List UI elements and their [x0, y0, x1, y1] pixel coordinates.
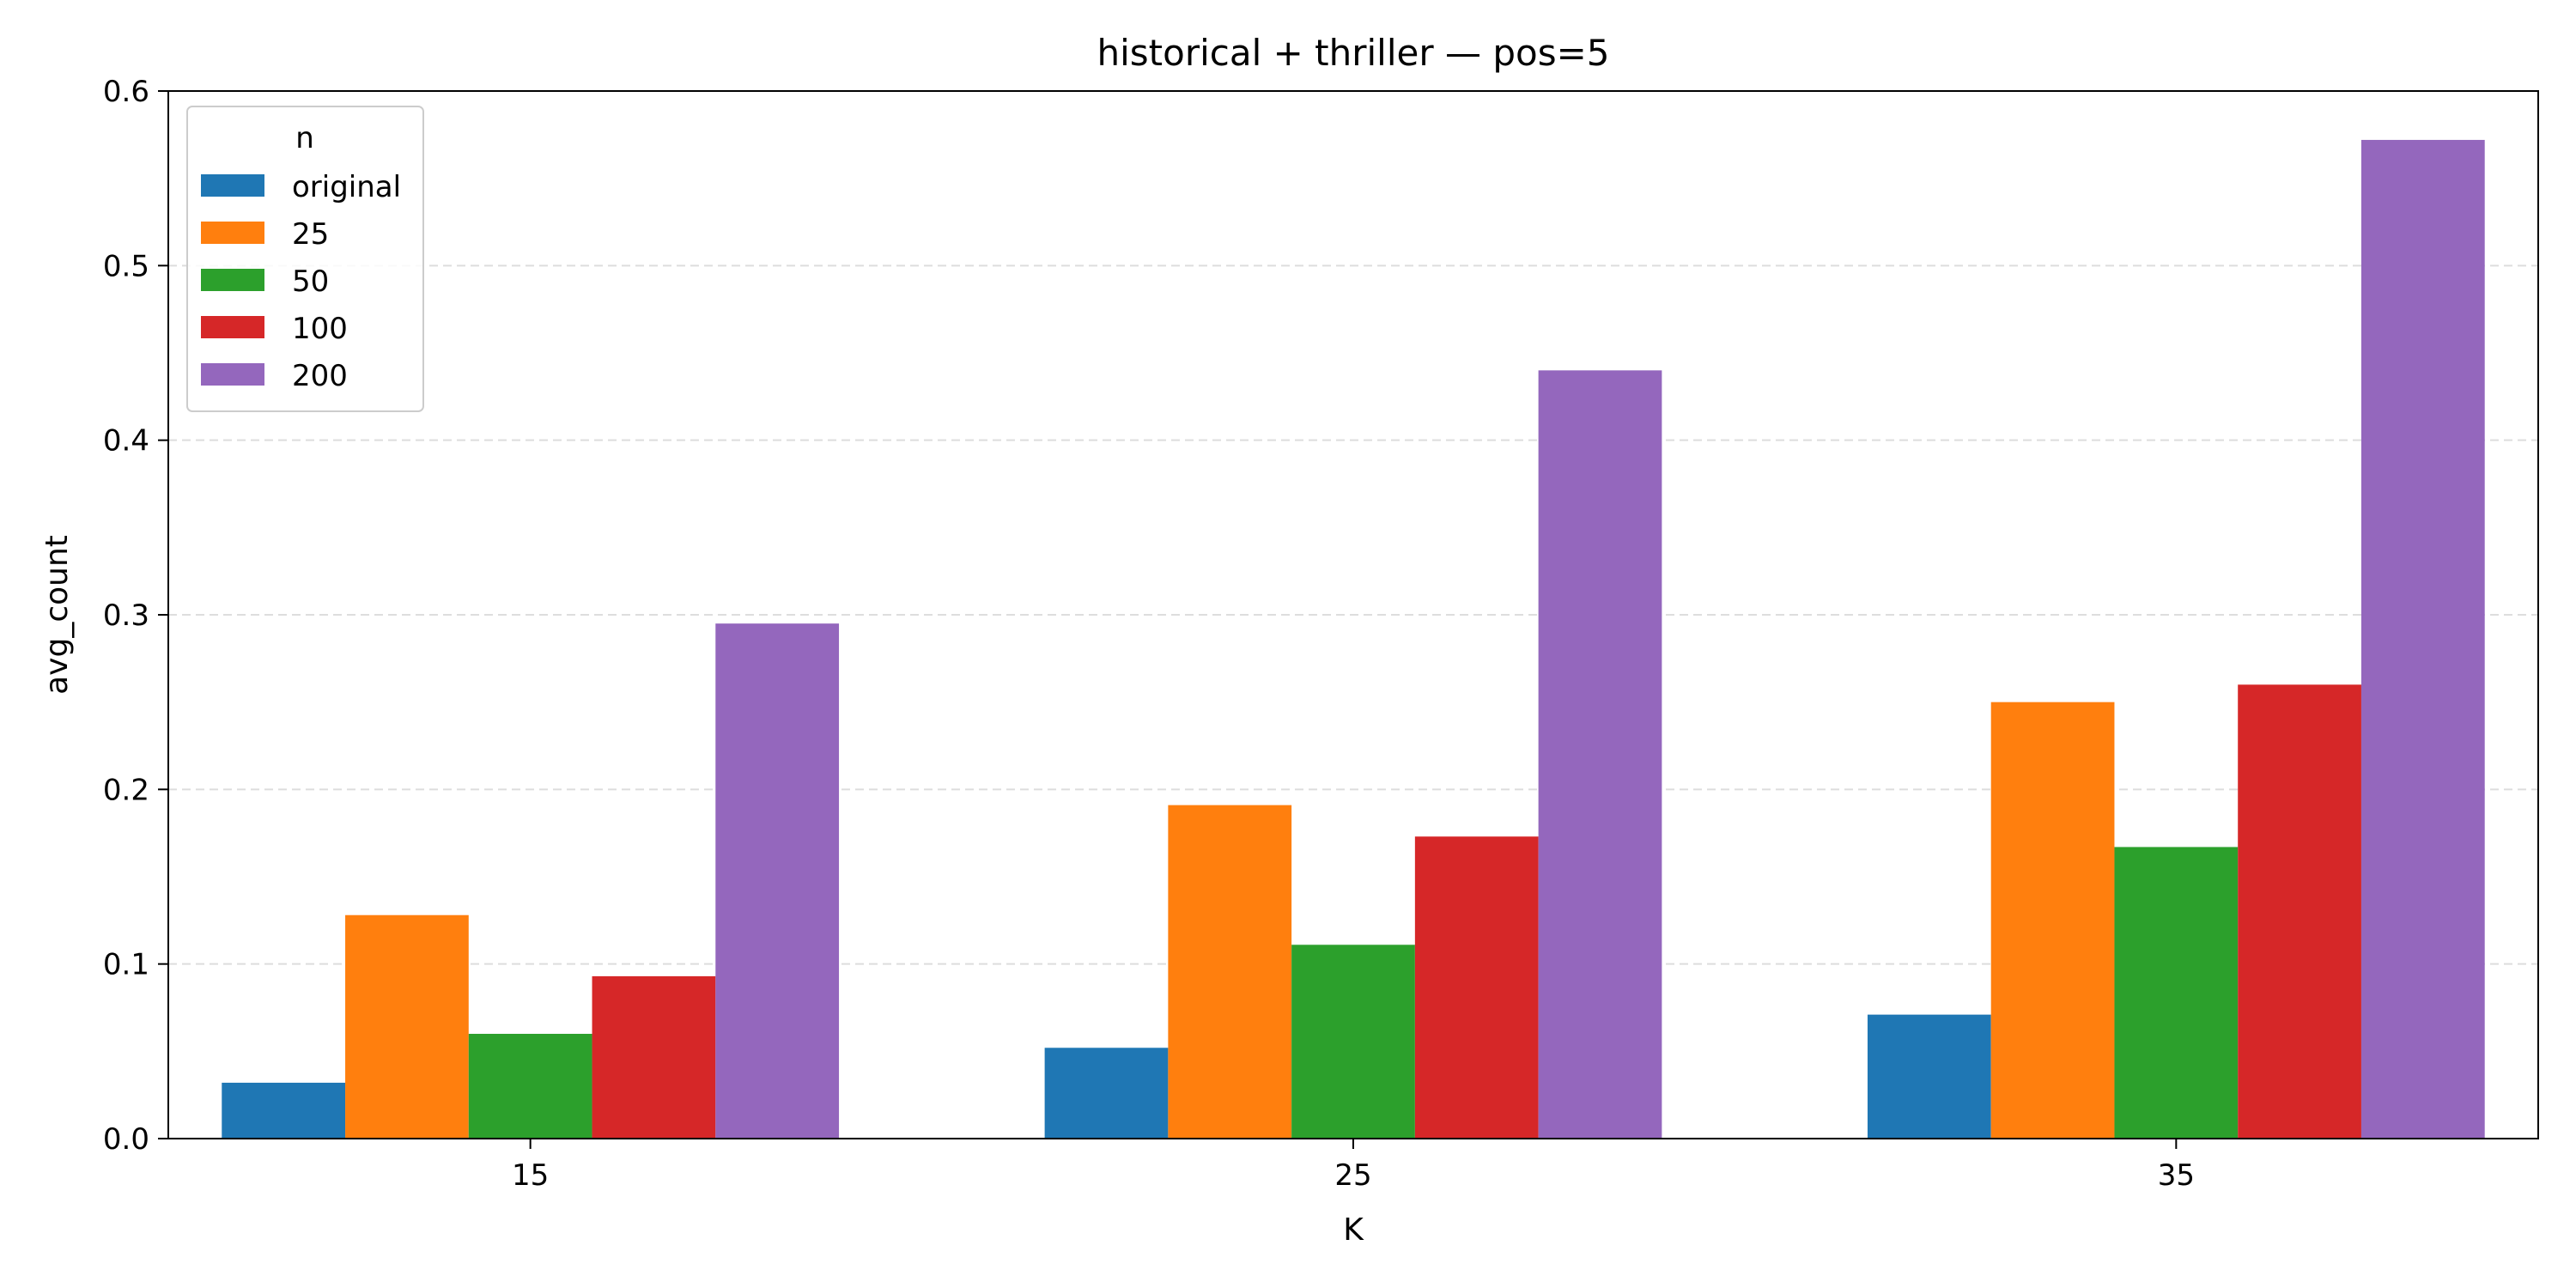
legend-label: original: [292, 170, 401, 204]
y-tick-label: 0.0: [103, 1122, 149, 1157]
legend-label: 200: [292, 359, 348, 393]
legend-swatch: [201, 316, 264, 338]
bar: [1291, 945, 1415, 1139]
bar: [1044, 1048, 1169, 1139]
legend-title: n: [295, 121, 314, 155]
bar: [2114, 847, 2239, 1139]
y-tick-label: 0.3: [103, 598, 149, 633]
bar: [222, 1082, 346, 1139]
legend: n original 25 50 100 200: [186, 106, 424, 412]
legend-swatch: [201, 174, 264, 197]
x-axis-label: K: [1343, 1212, 1364, 1248]
x-tick-label: 35: [2158, 1158, 2195, 1193]
y-tick-label: 0.4: [103, 424, 149, 459]
bar: [1990, 702, 2115, 1139]
bar: [592, 975, 716, 1139]
chart-title: historical + thriller — pos=5: [1097, 32, 1610, 74]
bar: [468, 1034, 592, 1139]
y-tick-label: 0.1: [103, 948, 149, 982]
legend-label: 50: [292, 264, 329, 299]
bars: [222, 139, 2485, 1139]
legend-swatch: [201, 222, 264, 244]
legend-label: 100: [292, 312, 348, 346]
bar: [1867, 1014, 1991, 1139]
legend-label: 25: [292, 217, 329, 252]
y-tick-label: 0.6: [103, 75, 149, 109]
bar: [2238, 684, 2361, 1139]
bar: [1538, 370, 1662, 1139]
bar: [345, 914, 469, 1139]
legend-swatch: [201, 269, 264, 291]
bar: [1168, 805, 1292, 1139]
x-axis: 15 25 35: [512, 1139, 2195, 1193]
y-axis-label: avg_count: [39, 535, 75, 695]
bar: [2360, 139, 2485, 1139]
x-tick-label: 25: [1334, 1158, 1371, 1193]
legend-swatch: [201, 363, 264, 386]
y-axis: 0.0 0.1 0.2 0.3 0.4 0.5 0.6: [103, 75, 168, 1157]
bar: [1414, 836, 1539, 1139]
y-tick-label: 0.2: [103, 773, 149, 807]
y-tick-label: 0.5: [103, 249, 149, 283]
bar: [715, 623, 840, 1139]
x-tick-label: 15: [512, 1158, 549, 1193]
